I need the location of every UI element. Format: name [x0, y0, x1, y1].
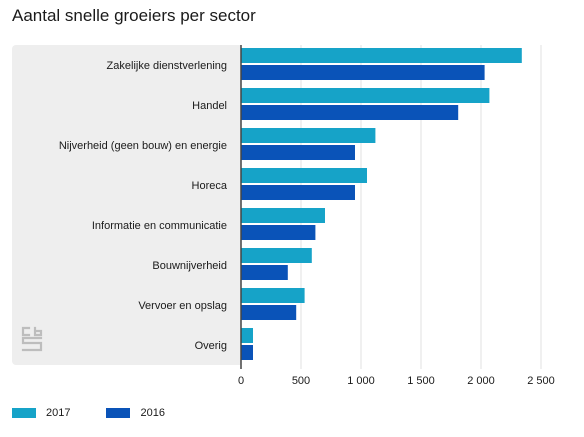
bar-2016 — [241, 105, 459, 120]
x-tick-label: 500 — [292, 375, 310, 387]
bar-2017 — [241, 88, 490, 103]
legend-label-2016: 2016 — [140, 407, 165, 419]
x-tick-label: 2 500 — [527, 375, 555, 387]
category-label: Nijverheid (geen bouw) en energie — [59, 140, 227, 152]
category-label: Overig — [195, 340, 227, 352]
category-label: Bouwnijverheid — [152, 260, 227, 272]
bar-2017 — [241, 288, 305, 303]
bar-2017 — [241, 48, 522, 63]
bar-2016 — [241, 145, 355, 160]
bar-2017 — [241, 328, 253, 343]
category-label: Vervoer en opslag — [138, 300, 227, 312]
bar-2017 — [241, 128, 376, 143]
bar-2017 — [241, 248, 312, 263]
category-label: Horeca — [192, 180, 228, 192]
legend-label-2017: 2017 — [46, 407, 71, 419]
bar-2017 — [241, 208, 325, 223]
chart-title: Aantal snelle groeiers per sector — [12, 6, 256, 25]
bar-2016 — [241, 65, 485, 80]
cbs-logo-icon — [20, 326, 44, 352]
bar-2017 — [241, 168, 367, 183]
category-label: Informatie en communicatie — [92, 220, 227, 232]
x-tick-label: 2 000 — [467, 375, 495, 387]
legend: 2017 2016 — [12, 407, 201, 419]
bar-2016 — [241, 185, 355, 200]
category-labels: Zakelijke dienstverlening Handel Nijverhei… — [59, 60, 228, 352]
category-label-panel — [12, 45, 241, 365]
x-tick-label: 1 000 — [347, 375, 375, 387]
category-label: Zakelijke dienstverlening — [107, 60, 227, 72]
bar-2016 — [241, 345, 253, 360]
legend-swatch-2016 — [106, 408, 131, 418]
bar-2016 — [241, 225, 316, 240]
x-tick-label: 1 500 — [407, 375, 435, 387]
bars — [241, 48, 522, 360]
legend-swatch-2017 — [12, 408, 36, 418]
legend-item-2017: 2017 — [12, 407, 70, 419]
x-axis-ticks: 0 500 1 000 1 500 2 000 2 500 — [238, 375, 555, 387]
x-tick-label: 0 — [238, 375, 244, 387]
bar-2016 — [241, 265, 288, 280]
category-label: Handel — [192, 100, 227, 112]
bar-2016 — [241, 305, 297, 320]
legend-item-2016: 2016 — [106, 407, 165, 419]
